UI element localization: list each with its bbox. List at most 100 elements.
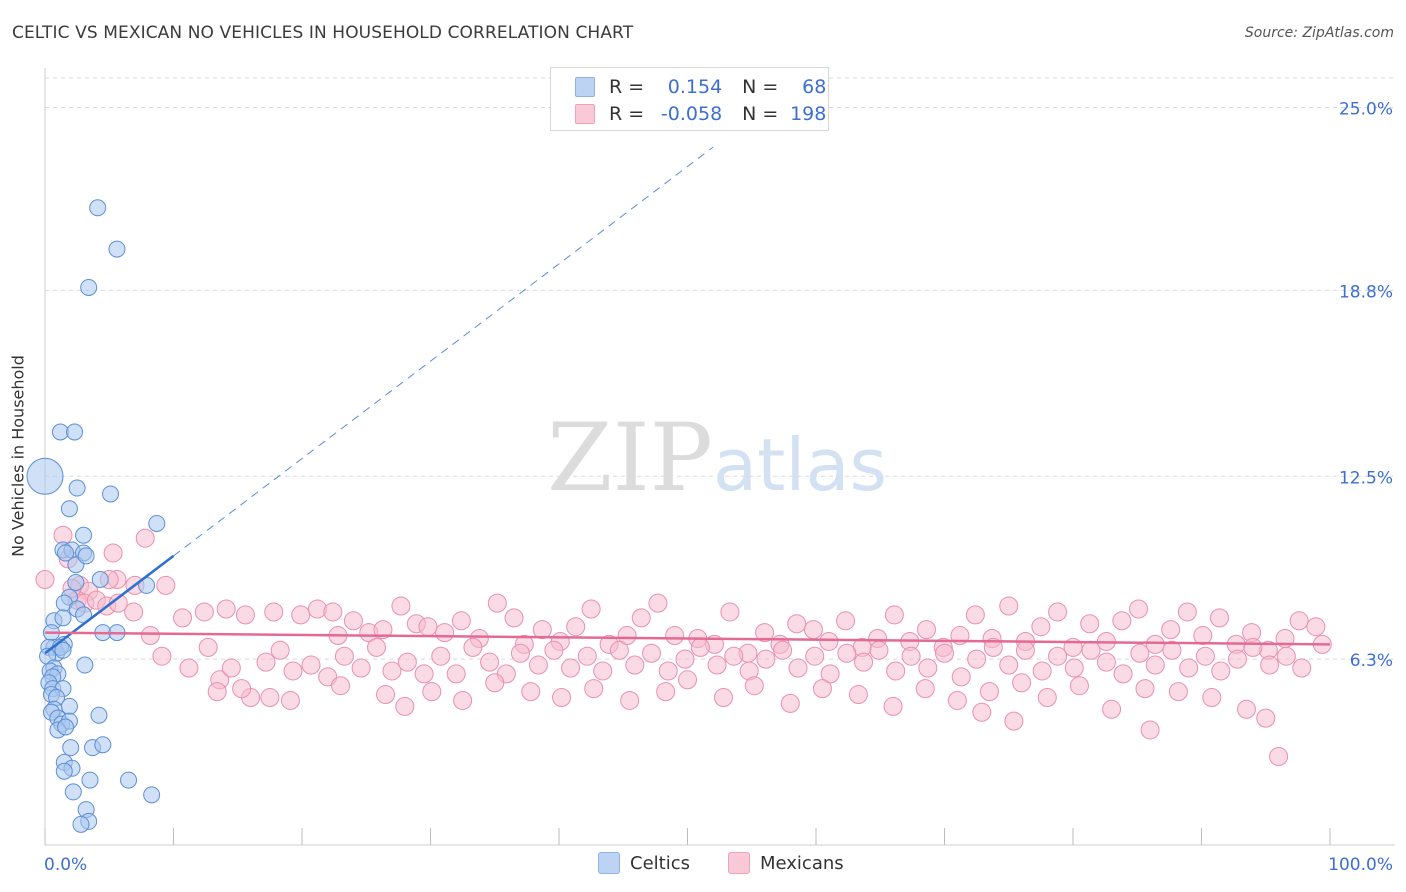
celtics-point [64, 783, 82, 801]
mexicans-point [463, 637, 483, 657]
mexicans-point [609, 640, 629, 660]
mexicans-point [331, 676, 351, 696]
mexicans-point [631, 608, 651, 628]
mexicans-point [376, 685, 396, 705]
mexicans-point [1306, 617, 1326, 637]
mexicans-point [972, 702, 992, 722]
mexicans-point [504, 608, 524, 628]
trend-lines [44, 146, 1331, 655]
axes [44, 68, 1395, 846]
correlation-legend: R = 0.154 N = 68 R = -0.058 N = 198 [550, 67, 829, 131]
mexicans-point [1080, 614, 1100, 634]
mexicans-point [755, 623, 775, 643]
celtics-point [89, 199, 107, 217]
mexicans-point [485, 673, 505, 693]
y-tick-label: 18.8% [1339, 282, 1393, 302]
mexicans-point [658, 661, 678, 681]
mexicans-point [264, 602, 284, 622]
mexicans-point [1179, 658, 1199, 678]
mexicans-point [917, 620, 937, 640]
mexicans-point [431, 646, 451, 666]
mexicans-point [156, 575, 176, 595]
mexicans-point [713, 688, 733, 707]
mexicans-point [1112, 611, 1132, 631]
mexicans-point [1015, 640, 1035, 660]
mexicans-point [172, 608, 192, 628]
celtics-point [76, 656, 94, 674]
mexicans-point [848, 685, 868, 705]
celtics-point [75, 526, 93, 544]
mexicans-point [744, 676, 764, 696]
mexicans-point [221, 658, 241, 678]
mexicans-point [1012, 673, 1032, 693]
mexicans-point [642, 643, 662, 663]
mexicans-point [854, 652, 874, 672]
celtics-point [60, 500, 78, 518]
mexicans-point [1064, 658, 1084, 678]
mexicans-point [207, 682, 227, 702]
legend-r-label: R = [609, 103, 645, 125]
mexicans-point [35, 570, 55, 589]
mexicans-point [1289, 611, 1309, 631]
watermark-zip: ZIP [547, 404, 713, 513]
mexicans-point [935, 643, 954, 663]
mexicans-point [951, 667, 971, 687]
mexicans-point [656, 682, 676, 702]
mexicans-point [367, 637, 387, 657]
mexicans-point [1276, 646, 1296, 666]
mexicans-point [1145, 655, 1165, 675]
legend-row-mexicans: R = -0.058 N = 198 [575, 103, 826, 125]
celtics-point [91, 571, 109, 588]
y-tick-label: 25.0% [1339, 100, 1393, 120]
mexicans-point [124, 602, 144, 622]
mexicans-point [1236, 699, 1256, 719]
mexicans-point [983, 637, 1003, 657]
mexicans-point [1145, 634, 1165, 654]
mexicans-point [566, 617, 586, 637]
mexicans-point [918, 658, 938, 678]
watermark-atlas: atlas [713, 423, 887, 507]
mexicans-point [446, 664, 466, 684]
mexicans-point [283, 661, 303, 681]
mexicans-point [343, 611, 363, 631]
mexicans-point [1193, 626, 1213, 646]
mexicans-point [1211, 661, 1231, 681]
mexicans-point [1292, 658, 1312, 678]
mexicans-point [1004, 711, 1024, 731]
mexicans-point [435, 623, 455, 643]
celtics-point [57, 718, 75, 736]
legend-n-label: N = [742, 76, 779, 98]
mexicans-legend-swatch [727, 852, 750, 874]
celtics-swatch [575, 77, 595, 97]
celtics-point [90, 706, 108, 724]
mexicans-point [135, 528, 155, 548]
mexicans-point [544, 640, 564, 660]
mexicans-point [323, 602, 343, 622]
mexicans-point [373, 620, 393, 640]
mexicans-point [1168, 682, 1188, 702]
mexicans-point [1037, 688, 1057, 707]
mexicans-point [532, 620, 552, 640]
mexicans-point [1260, 655, 1280, 675]
mexicans-point [1227, 649, 1247, 669]
mexicans-point [103, 543, 123, 563]
mexicans-point [1256, 708, 1276, 728]
mexicans-point [1031, 617, 1051, 637]
mexicans-point [593, 661, 613, 681]
mexicans-point [617, 626, 637, 646]
celtics-point [26, 457, 64, 495]
mexicans-point [584, 679, 604, 699]
mexicans-point [678, 670, 697, 690]
mexicans-point [675, 649, 695, 669]
mexicans-point [648, 593, 668, 613]
mexicans-swatch [575, 104, 595, 124]
mexicans-point [1140, 720, 1160, 740]
y-tick-label: 6.3% [1350, 651, 1393, 671]
mexicans-point [307, 599, 327, 619]
celtics-point [51, 423, 69, 441]
mexicans-point [414, 664, 434, 684]
mexicans-point [1162, 640, 1182, 660]
mexicans-point [820, 664, 840, 684]
mexicans-point [561, 658, 581, 678]
mexicans-points [35, 525, 1332, 766]
